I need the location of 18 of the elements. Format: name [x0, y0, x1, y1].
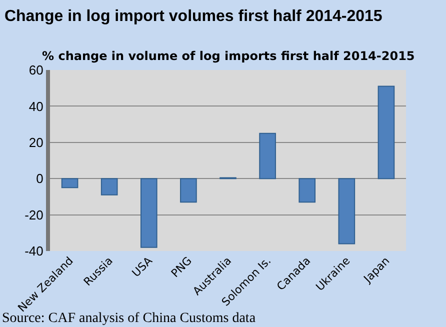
bar [259, 132, 276, 180]
chart-subtitle: % change in volume of log imports first half 2014-2015 [42, 49, 415, 63]
bar [378, 86, 395, 180]
bar [61, 178, 78, 188]
y-tick-label: 20 [28, 134, 44, 150]
source-note: Source: CAF analysis of China Customs data [2, 311, 256, 326]
y-tick-label: 40 [28, 98, 44, 114]
y-tick-label: 0 [36, 171, 44, 186]
y-tick-label: -20 [24, 207, 44, 222]
bar [338, 178, 356, 244]
bar [298, 178, 316, 203]
x-tick-label: USA [130, 254, 156, 280]
bar [140, 178, 158, 248]
chart-title: Change in log import volumes first half 2014-2015 [4, 8, 382, 26]
y-tick-label: -40 [24, 244, 44, 259]
y-tick-label: 60 [28, 62, 44, 78]
bar [100, 178, 118, 196]
bar [180, 178, 197, 203]
